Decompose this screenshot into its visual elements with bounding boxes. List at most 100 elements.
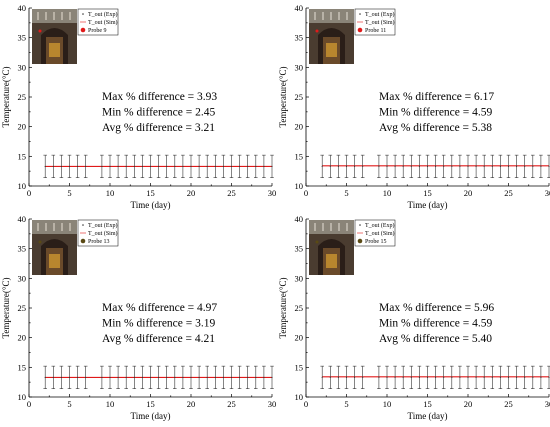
errorbar-point <box>262 154 266 178</box>
data-point <box>230 376 233 379</box>
y-tick-label: 20 <box>18 122 27 132</box>
data-point <box>540 376 542 379</box>
errorbar-point <box>539 365 543 389</box>
data-point <box>394 376 396 379</box>
x-tick-label: 25 <box>227 188 236 198</box>
errorbar-point <box>458 365 462 389</box>
x-tick-label: 15 <box>146 188 155 198</box>
y-tick-label: 40 <box>295 214 304 224</box>
x-tick-label: 15 <box>423 399 432 409</box>
data-point <box>239 165 241 168</box>
x-tick-label: 30 <box>268 399 277 409</box>
y-tick-label: 35 <box>18 33 27 43</box>
data-point <box>426 165 429 168</box>
errorbar-point <box>173 365 177 389</box>
errorbar-point <box>433 365 438 389</box>
data-point <box>491 165 493 168</box>
errorbar-point <box>450 365 454 389</box>
x-tick-label: 25 <box>227 399 236 409</box>
data-point <box>190 165 192 168</box>
data-point <box>271 376 273 379</box>
data-point <box>85 376 87 379</box>
data-point <box>44 376 46 379</box>
errorbar-point <box>385 154 389 178</box>
data-point <box>483 376 485 379</box>
data-point <box>198 165 200 168</box>
errorbar-point <box>336 365 341 389</box>
data-point <box>516 376 518 379</box>
x-tick-label: 10 <box>106 188 115 198</box>
x-tick-label: 15 <box>423 188 432 198</box>
stat-line: Avg % difference = 5.40 <box>379 333 492 345</box>
data-point <box>394 165 396 168</box>
data-point <box>247 165 249 168</box>
legend-label-probe: Probe 15 <box>365 239 387 245</box>
errorbar-point <box>245 365 250 389</box>
errorbar-point <box>205 154 209 178</box>
errorbar-point <box>474 154 478 178</box>
data-point <box>507 165 510 168</box>
stat-line: Min % difference = 4.59 <box>379 107 493 119</box>
y-tick-label: 15 <box>18 362 27 372</box>
errorbar-point <box>59 154 64 178</box>
errorbar-point <box>377 365 381 389</box>
stat-line: Min % difference = 3.19 <box>102 318 216 330</box>
data-point <box>85 165 87 168</box>
errorbar-point <box>547 154 550 178</box>
y-tick-label: 30 <box>18 273 27 283</box>
errorbar-point <box>100 154 104 178</box>
chart-panel-2: 10 15 20 25 30 35 40 0 5 10 15 20 25 30 Time (day) Temp… <box>278 3 550 210</box>
stat-line: Max % difference = 6.17 <box>379 91 494 103</box>
errorbar-point <box>393 154 397 178</box>
errorbar-point <box>108 365 112 389</box>
legend-label-probe: Probe 13 <box>88 239 110 245</box>
y-tick-label: 30 <box>295 273 304 283</box>
data-point <box>60 165 63 168</box>
data-point <box>230 165 233 168</box>
data-point <box>418 376 420 379</box>
y-tick-label: 10 <box>295 392 304 402</box>
data-point <box>263 165 265 168</box>
data-point <box>345 376 348 379</box>
data-point <box>174 165 176 168</box>
data-point <box>214 376 216 379</box>
errorbar-point <box>377 154 381 178</box>
data-point <box>52 165 54 168</box>
x-tick-label: 5 <box>67 399 71 409</box>
data-point <box>125 376 127 379</box>
x-axis-title: Time (day) <box>131 411 171 421</box>
y-tick-label: 20 <box>295 333 304 343</box>
y-tick-label: 25 <box>295 303 304 313</box>
errorbar-point <box>441 154 446 178</box>
errorbar-point <box>401 154 405 178</box>
errorbar-point <box>360 365 365 389</box>
photo-probe-marker <box>315 29 319 33</box>
chart-panel-1: 10 15 20 25 30 35 40 0 5 10 15 20 25 30 Time (day) Temp… <box>1 3 276 210</box>
errorbar-point <box>213 154 218 178</box>
x-tick-label: 30 <box>545 188 550 198</box>
errorbar-point <box>270 154 274 178</box>
data-point <box>133 376 135 379</box>
errorbar-point <box>344 154 349 178</box>
data-point <box>410 376 412 379</box>
stat-line: Min % difference = 2.45 <box>102 107 216 119</box>
data-point <box>149 376 152 379</box>
errorbar-point <box>498 154 503 178</box>
errorbar-point <box>189 365 193 389</box>
probe-photo <box>32 9 77 64</box>
x-tick-label: 20 <box>464 188 473 198</box>
data-point <box>255 376 257 379</box>
x-tick-label: 30 <box>268 188 277 198</box>
y-axis-title: Temperature(°C) <box>1 278 11 339</box>
legend-label-probe: Probe 11 <box>365 28 386 34</box>
x-axis-title: Time (day) <box>408 200 448 210</box>
data-point <box>255 165 257 168</box>
data-point <box>507 376 510 379</box>
data-point <box>524 165 526 168</box>
x-tick-label: 15 <box>146 399 155 409</box>
legend: T_out (Exp)T_out (Sim) Probe 13 <box>77 219 119 247</box>
y-axis-title: Temperature(°C) <box>1 67 11 128</box>
errorbar-point <box>262 365 266 389</box>
data-point <box>60 376 63 379</box>
errorbar-point <box>409 154 414 178</box>
